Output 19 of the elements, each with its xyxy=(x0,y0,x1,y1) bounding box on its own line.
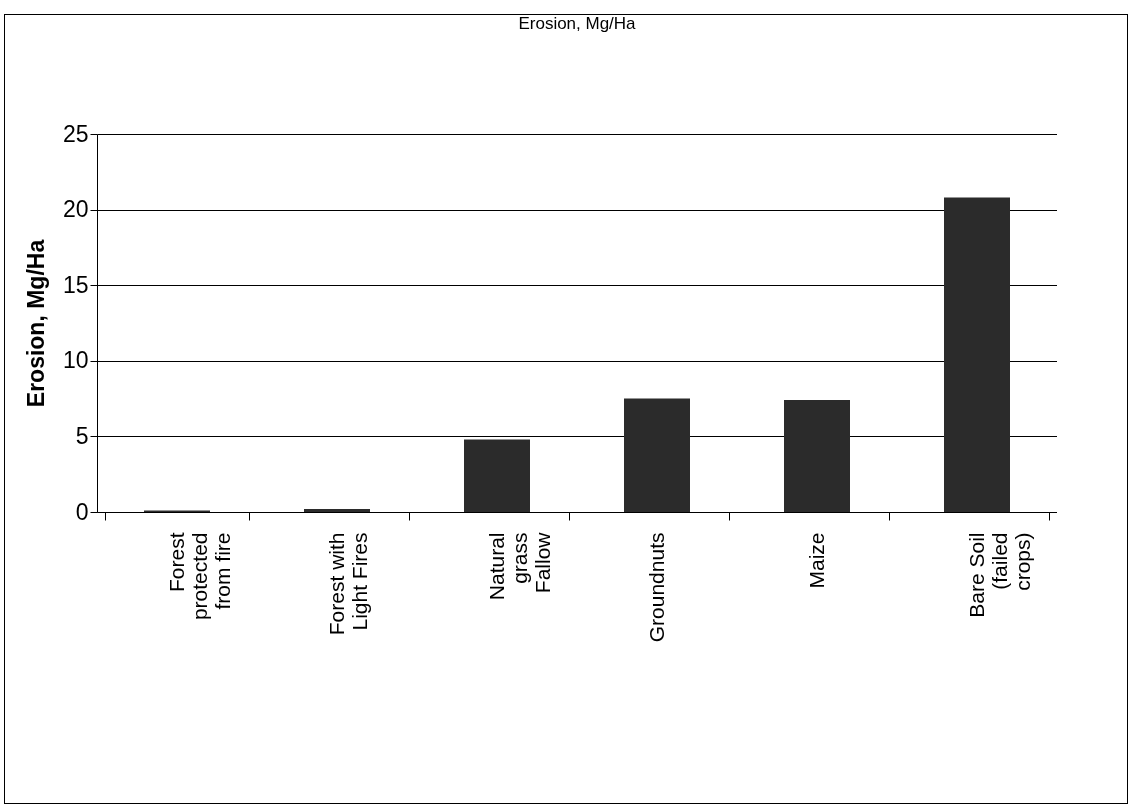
y-axis-title: Erosion, Mg/Ha xyxy=(22,239,49,408)
bar xyxy=(784,400,850,512)
y-tick-label: 15 xyxy=(62,271,89,298)
y-tick-label: 5 xyxy=(75,422,89,449)
x-tick-label: Natural grass Fallow xyxy=(484,531,554,601)
chart-title: Erosion, Mg/Ha xyxy=(518,14,637,33)
y-tick-label: 0 xyxy=(75,498,89,525)
bar xyxy=(624,398,690,512)
x-tick-label: Maize xyxy=(804,532,828,589)
bar xyxy=(304,508,370,512)
y-tick-label: 25 xyxy=(62,120,89,147)
bar xyxy=(944,197,1010,512)
y-tick-label: 10 xyxy=(62,347,89,374)
x-tick-label: Forest protected from fire xyxy=(164,532,234,621)
bar xyxy=(464,439,530,512)
x-tick-label: Groundnuts xyxy=(644,532,668,643)
y-tick-label: 20 xyxy=(62,196,89,223)
x-tick-label: Bare Soil (failed crops) xyxy=(964,532,1034,618)
x-tick-label: Forest with Light Fires xyxy=(324,532,371,636)
